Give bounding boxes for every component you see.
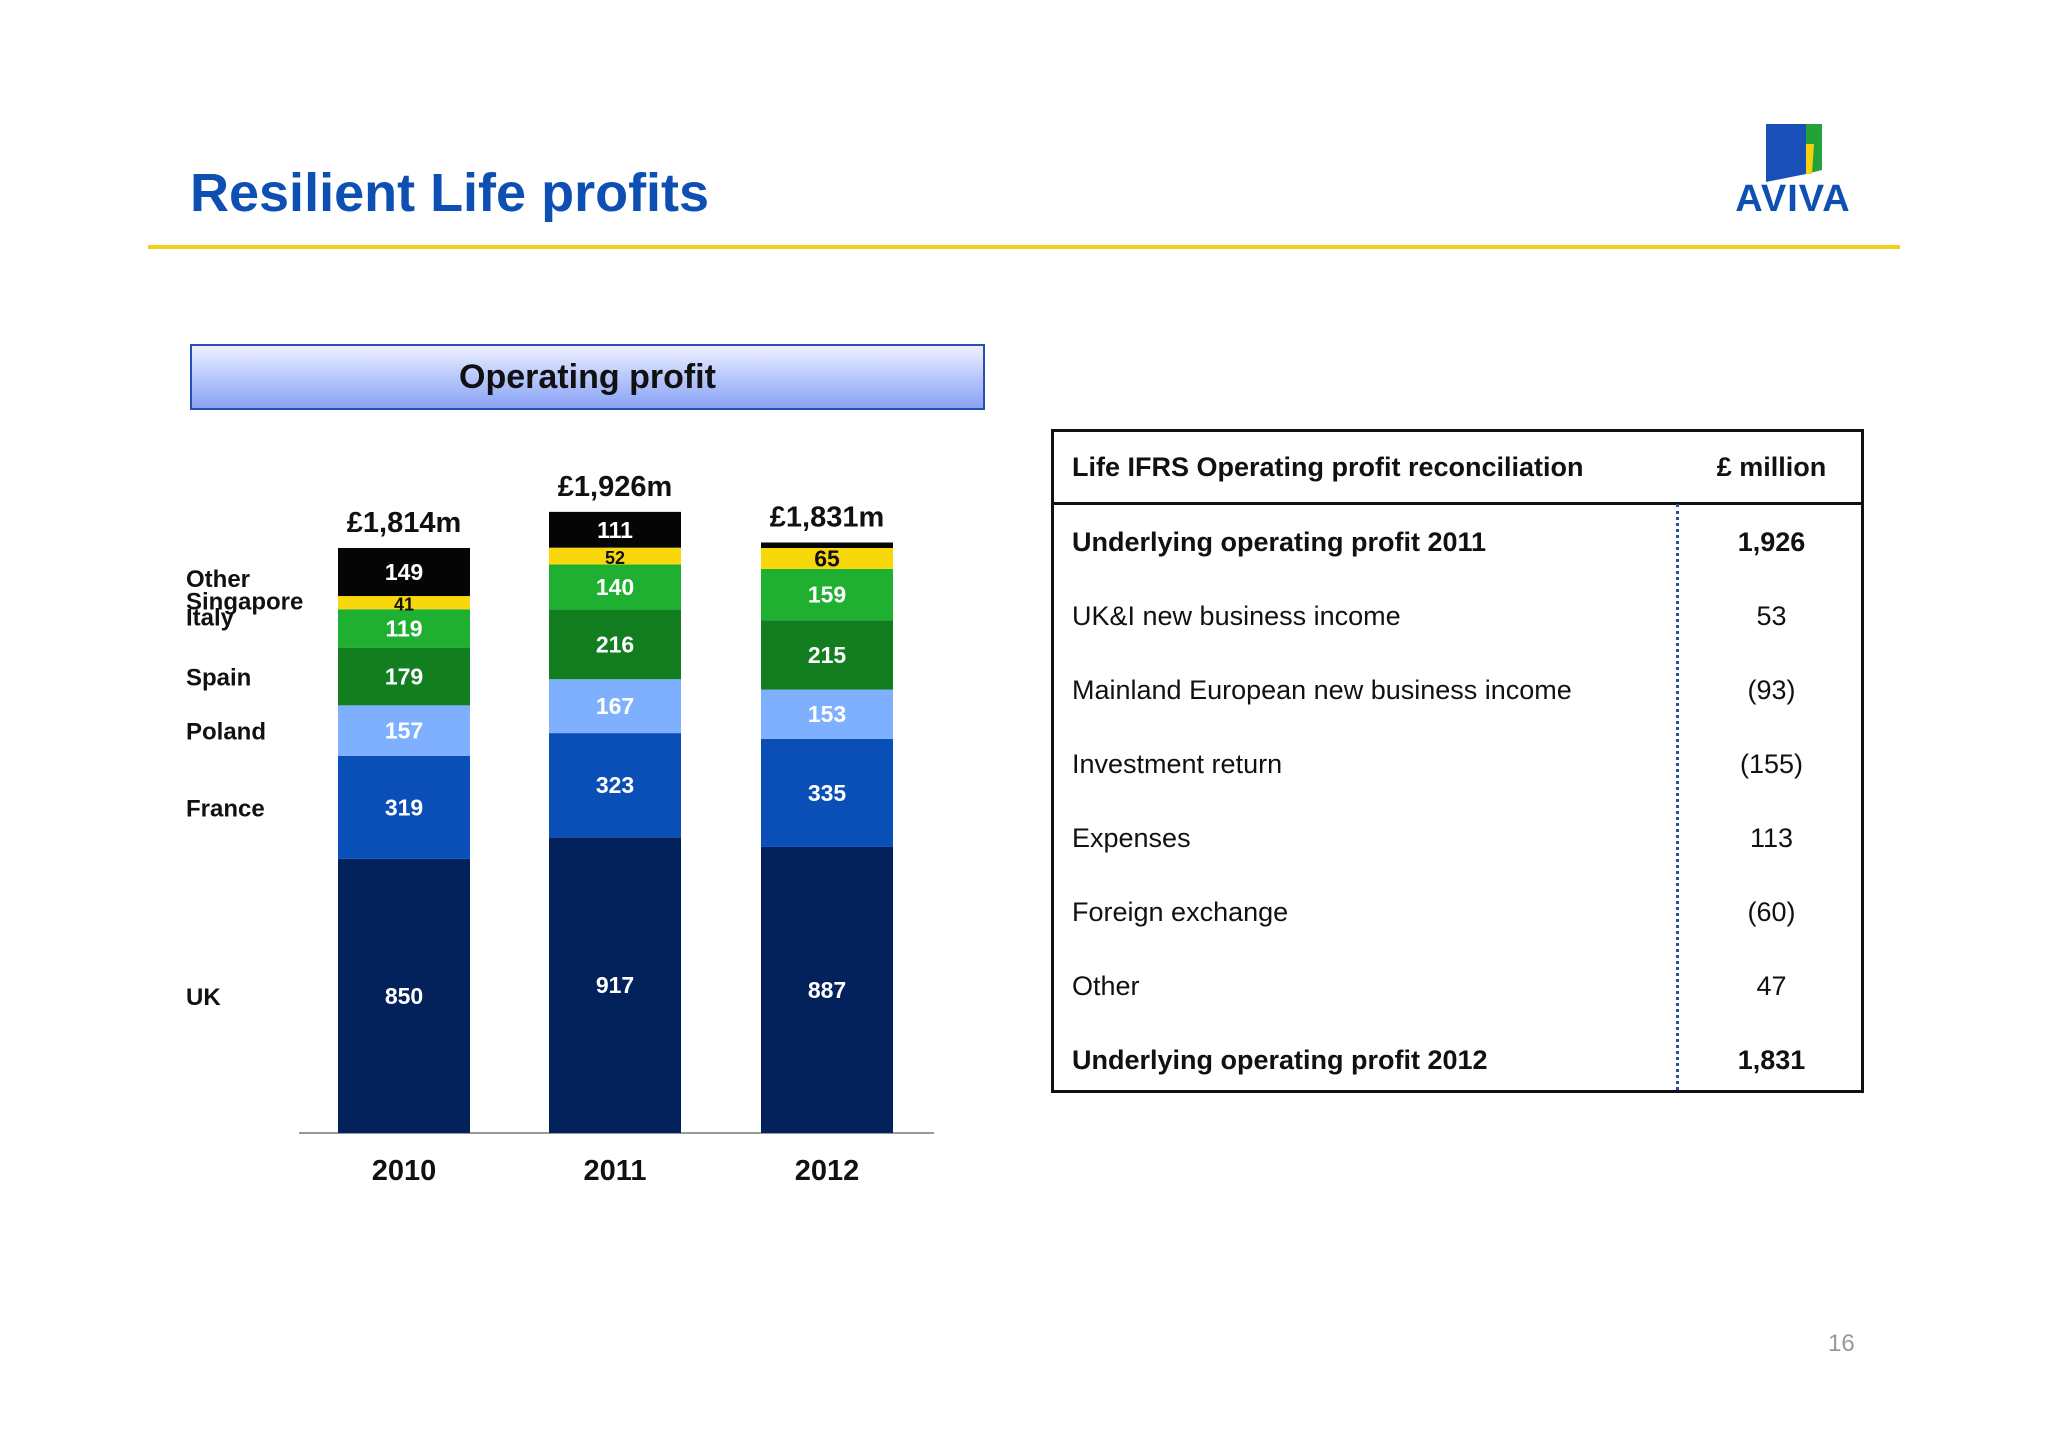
bar-segment-italy	[761, 568, 893, 621]
data-label: 323	[596, 772, 634, 798]
data-label: 65	[814, 545, 840, 571]
data-label: 179	[385, 664, 423, 690]
legend-label: Poland	[186, 719, 266, 746]
data-label: 319	[385, 794, 423, 820]
row-value: 53	[1756, 601, 1787, 631]
bar-segment-spain	[761, 620, 893, 690]
legend-label: France	[186, 795, 265, 822]
bar-segment-italy	[338, 609, 470, 648]
bar-segment-other	[549, 511, 681, 548]
bar-segment-uk	[338, 858, 470, 1133]
table-row: Expenses 113	[1054, 823, 1861, 863]
data-label: 850	[385, 983, 423, 1009]
bar-segment-france	[761, 738, 893, 847]
row-label: Underlying operating profit 2011	[1072, 527, 1487, 557]
row-value: 113	[1749, 823, 1794, 853]
page-number: 16	[1828, 1330, 1855, 1357]
bar-segment-poland	[761, 689, 893, 739]
table-row: UK&I new business income 53	[1054, 601, 1861, 641]
bar-segment-other	[761, 542, 893, 548]
bar-segment-france	[549, 733, 681, 838]
data-label: 159	[808, 582, 846, 608]
bar-segment-spain	[549, 609, 681, 680]
data-label: 52	[605, 548, 625, 568]
bar-total-label: £1,831m	[770, 502, 885, 534]
bar-total-label: £1,926m	[558, 471, 673, 503]
chart-header: Operating profit	[190, 344, 985, 410]
bar-segment-uk	[761, 846, 893, 1133]
data-label: 215	[808, 642, 847, 668]
table-header-unit: £ million	[1716, 452, 1827, 482]
table-row: Mainland European new business income (93…	[1054, 675, 1861, 715]
row-label: Other	[1072, 971, 1140, 1001]
row-label: Foreign exchange	[1072, 897, 1289, 927]
legend-label: Spain	[186, 665, 251, 692]
data-label: 167	[596, 693, 634, 719]
logo-wordmark: AVIVA	[1735, 178, 1851, 220]
bar-segment-poland	[338, 705, 470, 756]
data-label: 41	[394, 595, 414, 615]
row-label: Mainland European new business income	[1072, 675, 1572, 705]
table-row: Other 47	[1054, 971, 1861, 1011]
table-row: Underlying operating profit 2012 1,831	[1054, 1045, 1861, 1085]
data-label: 119	[385, 615, 422, 641]
data-label: 917	[596, 972, 634, 998]
row-label: Underlying operating profit 2012	[1072, 1045, 1488, 1075]
data-label: 111	[597, 517, 633, 543]
row-value: 1,926	[1737, 527, 1806, 557]
data-label: 140	[596, 574, 634, 600]
row-value: (60)	[1747, 897, 1796, 927]
table-header: Life IFRS Operating profit reconciliatio…	[1054, 432, 1861, 505]
bar-segment-italy	[549, 564, 681, 610]
x-tick-label: 2011	[584, 1155, 647, 1187]
bar-segment-uk	[549, 837, 681, 1133]
row-label: Investment return	[1072, 749, 1283, 779]
table-row: Underlying operating profit 2011 1,926	[1054, 527, 1861, 567]
slide-title: Resilient Life profits	[190, 163, 710, 223]
table-row: Foreign exchange (60)	[1054, 897, 1861, 937]
row-value: (93)	[1747, 675, 1796, 705]
data-label: 157	[385, 718, 423, 744]
table-header-label: Life IFRS Operating profit reconciliatio…	[1072, 452, 1584, 482]
row-label: Expenses	[1072, 823, 1191, 853]
legend-label: Other	[186, 566, 250, 593]
row-value: (155)	[1739, 749, 1804, 779]
data-label: 216	[596, 631, 634, 657]
bar-segment-singapore	[338, 596, 470, 610]
aviva-logo-icon	[1766, 124, 1822, 182]
legend-label: Italy	[186, 604, 235, 631]
bar-total-label: £1,814m	[347, 507, 462, 539]
table-row: Investment return (155)	[1054, 749, 1861, 789]
data-label: 153	[808, 701, 846, 727]
row-value: 1,831	[1737, 1045, 1806, 1075]
x-tick-label: 2012	[795, 1155, 860, 1187]
bar-segment-other	[338, 547, 470, 597]
bar-segment-spain	[338, 647, 470, 706]
reconciliation-table: Life IFRS Operating profit reconciliatio…	[1051, 429, 1864, 1093]
bar-segment-singapore	[549, 547, 681, 565]
title-divider	[148, 245, 1900, 249]
column-divider	[1676, 504, 1679, 1090]
bar-segment-france	[338, 755, 470, 859]
bar-segment-singapore	[761, 547, 893, 569]
bar-segment-poland	[549, 679, 681, 734]
legend-label: UK	[186, 984, 221, 1011]
data-label: 335	[808, 780, 847, 806]
row-value: 47	[1756, 971, 1787, 1001]
row-label: UK&I new business income	[1072, 601, 1401, 631]
data-label: 149	[385, 559, 423, 585]
x-tick-label: 2010	[372, 1155, 437, 1187]
legend-label: Singapore	[186, 589, 303, 616]
data-label: 887	[808, 977, 846, 1003]
